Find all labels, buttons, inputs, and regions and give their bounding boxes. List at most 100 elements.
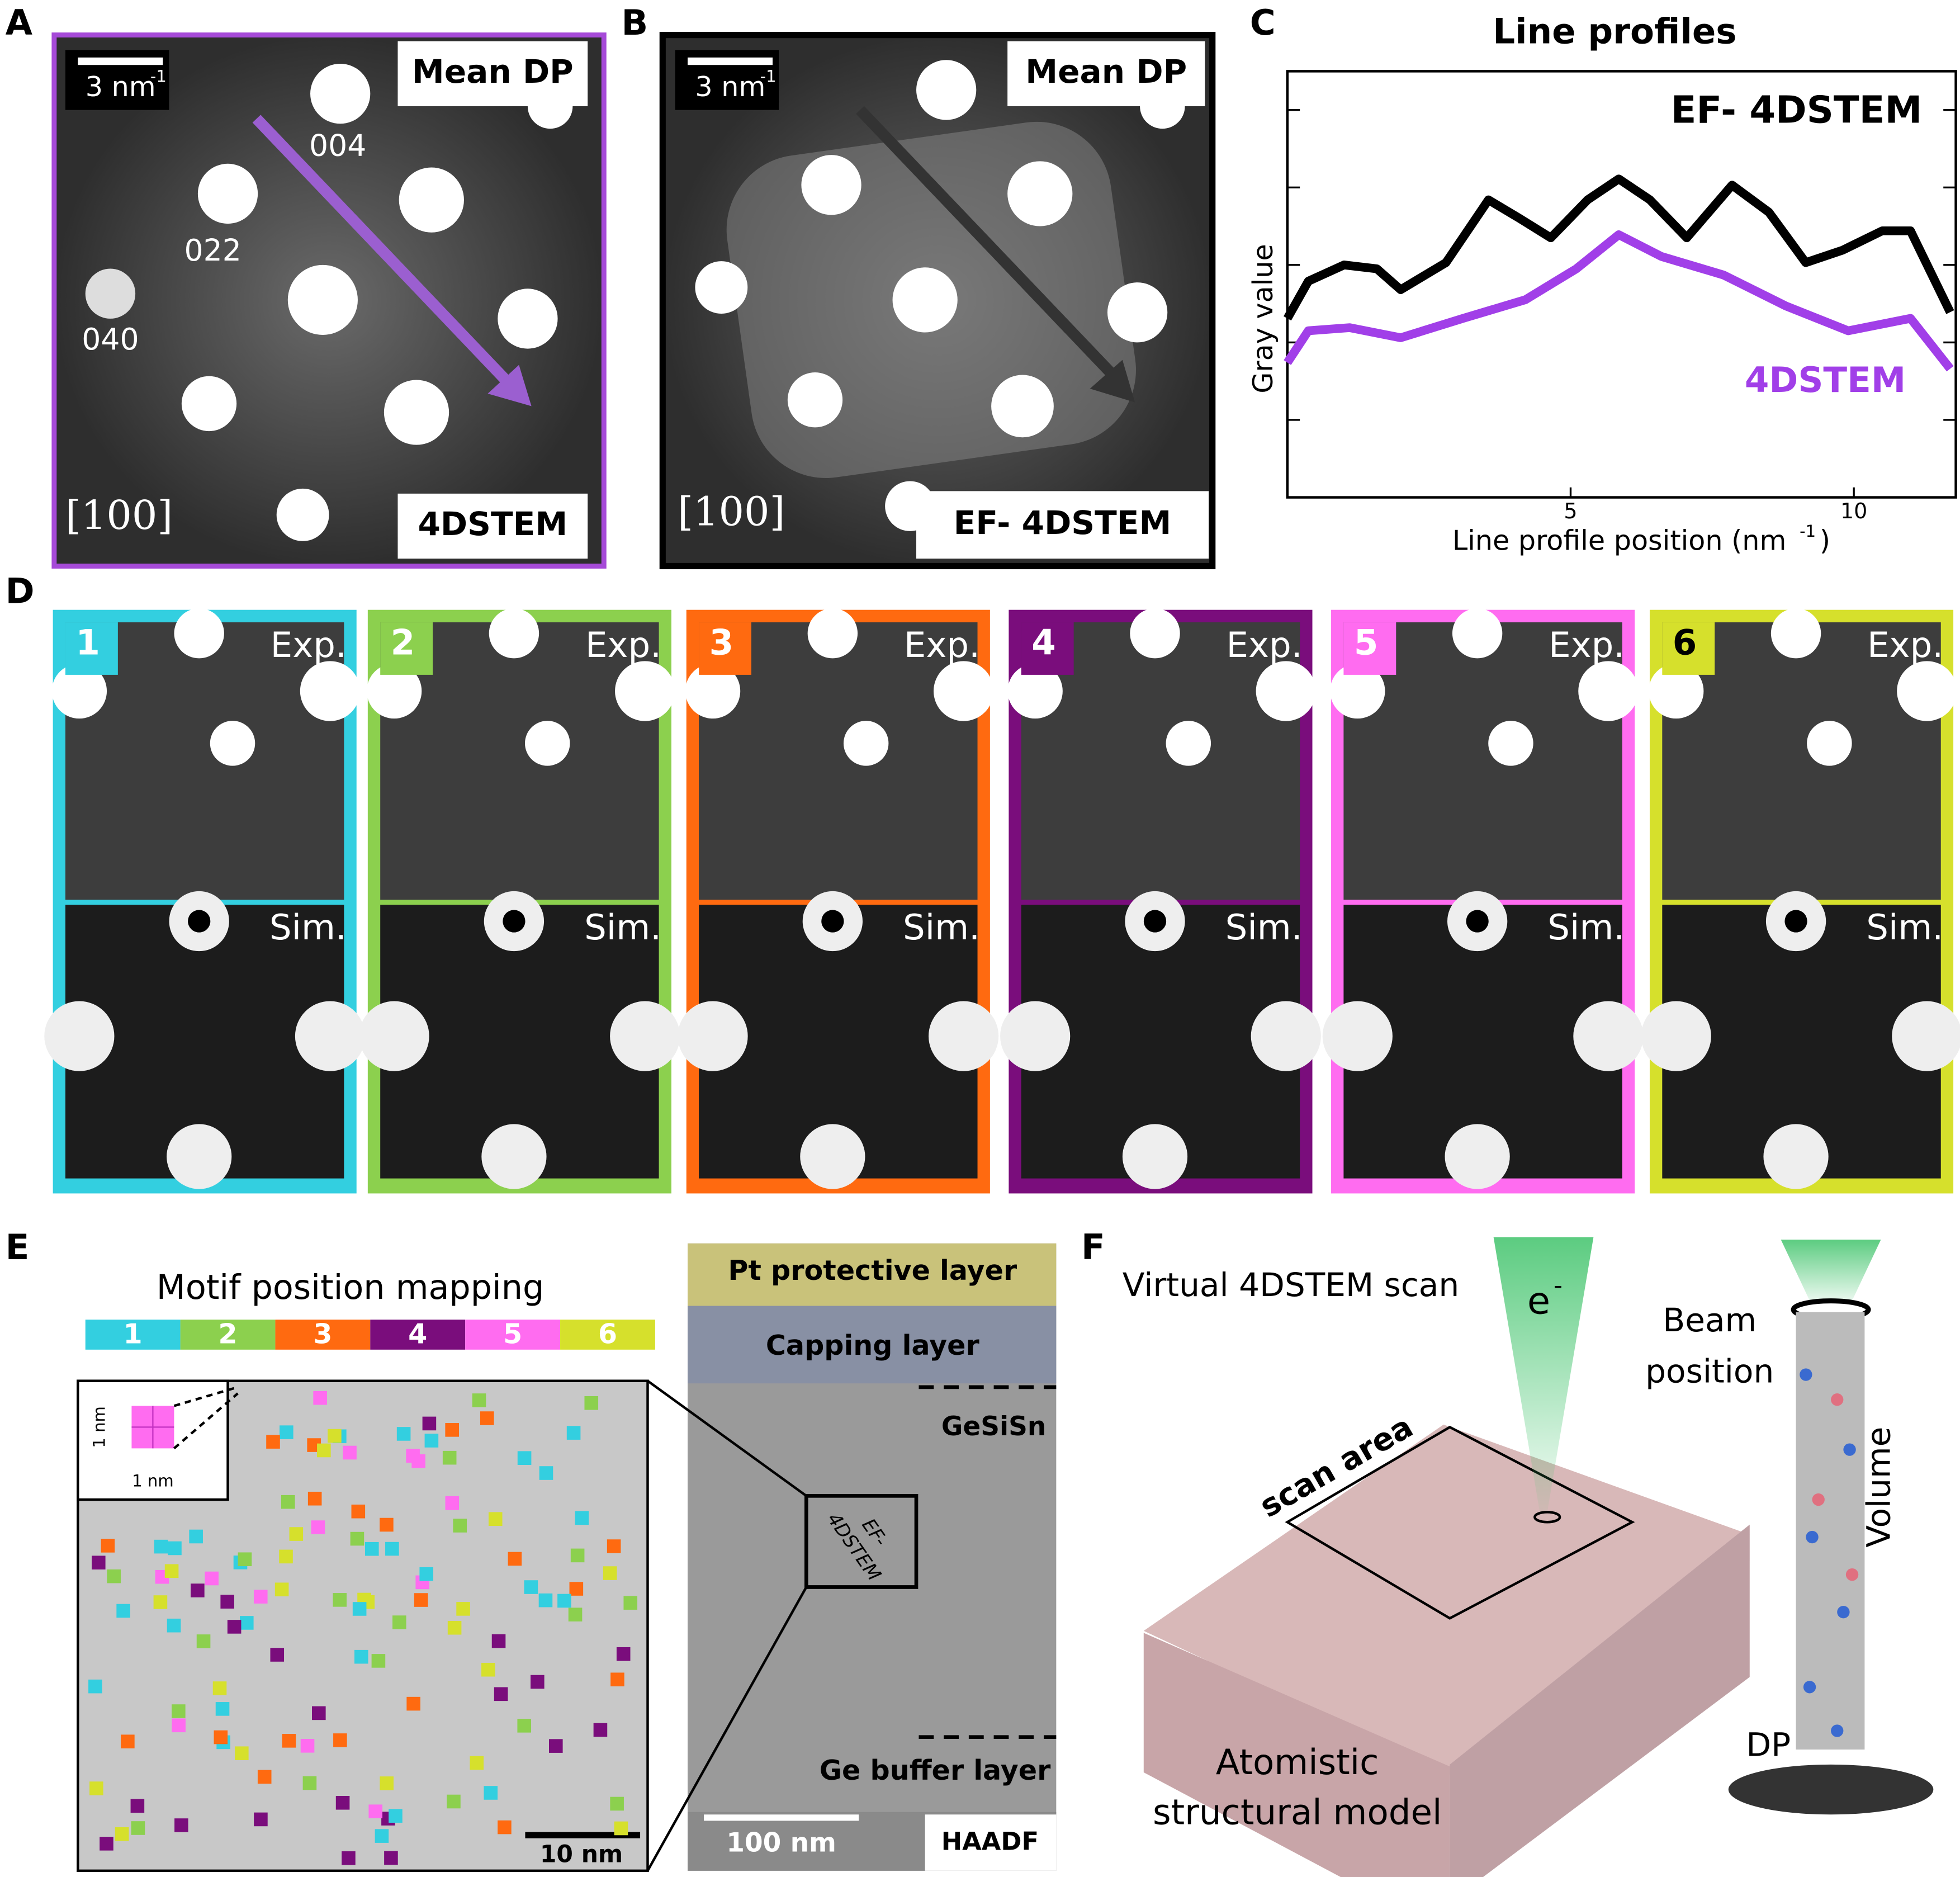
- motif-marker: [88, 1679, 102, 1694]
- spot: [525, 721, 570, 766]
- line: [1284, 174, 1954, 321]
- motif-marker: [385, 1542, 399, 1556]
- motif-marker: [240, 1616, 254, 1630]
- spot: [1763, 1124, 1829, 1189]
- scale-exp: -1: [150, 67, 167, 86]
- motif-marker: [130, 1799, 145, 1813]
- arrowhead: [487, 365, 532, 406]
- spot: [1322, 1001, 1393, 1071]
- index: 022: [184, 233, 242, 268]
- legend-label: 4: [408, 1318, 427, 1350]
- motif-marker: [307, 1491, 322, 1506]
- motif-marker: [189, 1529, 203, 1544]
- zoom-lines: [646, 1379, 808, 1871]
- legend-swatch: [85, 1320, 181, 1350]
- spot: [1649, 663, 1704, 719]
- sim-label: Sim.: [1866, 907, 1943, 948]
- spot: [800, 1124, 865, 1189]
- motif-marker: [411, 1454, 425, 1468]
- model-top: [1143, 1424, 1750, 1775]
- motif-marker: [614, 1821, 628, 1836]
- motif-marker: [480, 1411, 494, 1425]
- motif-marker: [343, 1445, 357, 1460]
- motif-marker: [453, 1519, 467, 1533]
- panel-letter: C: [1250, 2, 1276, 43]
- panel-letter: E: [6, 1227, 30, 1268]
- tile-number: 6: [1673, 622, 1697, 663]
- motif-marker: [168, 1541, 182, 1556]
- motif-marker: [517, 1719, 532, 1733]
- motif-marker: [220, 1595, 234, 1609]
- sim-label: Sim.: [1547, 907, 1625, 948]
- motif-marker: [424, 1434, 439, 1448]
- beam-pos: position: [1645, 1352, 1774, 1390]
- y-axis-label: Gray value: [1247, 244, 1279, 393]
- beam: [1493, 1237, 1594, 1512]
- motif-marker: [494, 1687, 508, 1701]
- motif-marker: [312, 1706, 326, 1720]
- inset-height: 1 nm: [90, 1406, 109, 1448]
- motif-marker: [101, 1539, 115, 1553]
- motif-marker: [354, 1649, 368, 1664]
- spot: [807, 608, 858, 659]
- x-tick-label: 5: [1564, 499, 1577, 523]
- legend-swatch: [275, 1320, 371, 1350]
- motif-marker: [196, 1634, 211, 1648]
- series-label: 4DSTEM: [1745, 360, 1906, 400]
- title: Virtual 4DSTEM scan: [1123, 1266, 1459, 1304]
- motif-marker: [333, 1593, 347, 1607]
- motif-marker: [380, 1517, 394, 1532]
- motif-marker: [333, 1733, 347, 1747]
- scan-area: [1285, 1425, 1635, 1620]
- motif-marker: [92, 1556, 106, 1570]
- label: Mean DP: [412, 53, 574, 91]
- motif-marker: [191, 1583, 205, 1597]
- beam: [1781, 1240, 1881, 1306]
- spot: [167, 1124, 232, 1189]
- arrow: [252, 115, 517, 391]
- motif-marker: [281, 1495, 295, 1509]
- motif-marker: [212, 1681, 227, 1695]
- zoom-lines: [173, 1386, 239, 1450]
- index: 040: [82, 321, 139, 357]
- line: [1284, 230, 1954, 372]
- motif-marker: [484, 1786, 498, 1800]
- spot: [610, 1001, 680, 1071]
- motif-marker: [107, 1569, 121, 1583]
- layer-label: Capping layer: [766, 1329, 980, 1361]
- beam-spot: [1533, 1511, 1561, 1524]
- motif-marker: [569, 1582, 584, 1596]
- motif-marker: [235, 1746, 249, 1761]
- motif-marker: [384, 1851, 398, 1865]
- tile-number: 4: [1031, 622, 1056, 663]
- motif-marker: [254, 1812, 268, 1827]
- tile-number: 5: [1354, 622, 1379, 663]
- motif-marker: [422, 1416, 437, 1431]
- motif-marker: [89, 1781, 103, 1795]
- motif-marker: [380, 1776, 394, 1790]
- model-label: Atomistic: [1216, 1742, 1379, 1783]
- plot-frame: [1286, 70, 1957, 499]
- motif-marker: [508, 1552, 522, 1566]
- motif-marker: [289, 1527, 304, 1541]
- scale-label: 10 nm: [540, 1841, 623, 1869]
- motif-marker: [414, 1593, 428, 1607]
- zone: [100]: [65, 492, 173, 538]
- number-box: [65, 622, 118, 675]
- legend-label: 5: [503, 1318, 522, 1350]
- series-label: EF- 4DSTEM: [1671, 88, 1923, 132]
- motif-marker: [335, 1795, 350, 1810]
- spot-core: [503, 910, 525, 933]
- motif-marker: [205, 1571, 219, 1586]
- beam-pos: Beam: [1663, 1301, 1757, 1339]
- motif-marker: [447, 1620, 462, 1635]
- sim-label: Sim.: [903, 907, 980, 948]
- pt-layer: [688, 1243, 1057, 1306]
- volume-column: [1796, 1312, 1865, 1750]
- spot: [1897, 661, 1957, 721]
- legend-swatch: [180, 1320, 276, 1350]
- motif-marker: [253, 1590, 268, 1604]
- model-label: structural model: [1153, 1791, 1442, 1832]
- dp-label: DP: [1746, 1726, 1791, 1764]
